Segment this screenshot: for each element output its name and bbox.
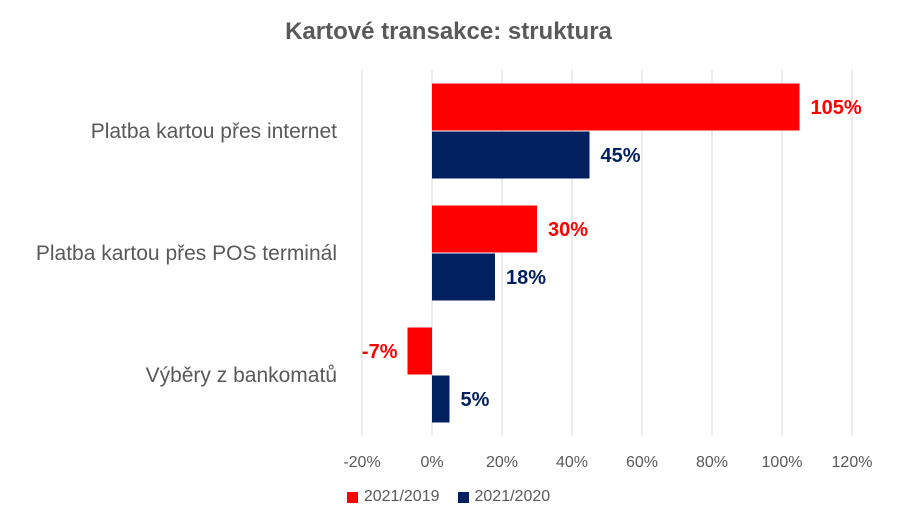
data-labels: 105% 45% 30% 18% -7% 5% <box>362 97 862 411</box>
data-label-series-1: -7% <box>362 341 398 363</box>
legend: 2021/2019 2021/2020 <box>0 488 897 506</box>
bars <box>407 83 800 423</box>
data-label-series-2: 5% <box>461 389 490 411</box>
data-label-series-1: 30% <box>548 219 588 241</box>
legend-item-series-1: 2021/2019 <box>346 488 440 506</box>
category-label: Výběry z bankomatů <box>146 364 337 387</box>
bar-series-2 <box>432 375 450 423</box>
legend-swatch-series-1 <box>346 491 358 503</box>
legend-item-series-2: 2021/2020 <box>457 488 551 506</box>
legend-swatch-series-2 <box>457 491 469 503</box>
chart-title: Kartové transakce: struktura <box>285 18 612 45</box>
data-label-series-1: 105% <box>811 97 862 119</box>
x-tick-label: 20% <box>486 454 518 471</box>
data-label-series-2: 45% <box>601 145 641 167</box>
x-tick-label: 120% <box>832 454 873 471</box>
x-tick-labels: -20% 0% 20% 40% 60% 80% 100% 120% <box>343 454 872 471</box>
bar-series-2 <box>432 253 495 301</box>
x-tick-label: 0% <box>420 454 443 471</box>
legend-label-series-2: 2021/2020 <box>474 488 551 505</box>
category-label: Platba kartou přes POS terminál <box>36 242 337 265</box>
gridlines <box>361 70 853 436</box>
bar-series-1 <box>432 205 537 253</box>
category-label: Platba kartou přes internet <box>91 120 337 143</box>
x-tick-label: -20% <box>343 454 380 471</box>
x-tick-label: 80% <box>696 454 728 471</box>
bar-series-1 <box>432 83 800 131</box>
data-label-series-2: 18% <box>506 267 546 289</box>
bar-series-2 <box>432 131 590 179</box>
category-labels: Platba kartou přes internet Platba kartou… <box>36 120 337 387</box>
x-tick-label: 60% <box>626 454 658 471</box>
x-tick-label: 100% <box>762 454 803 471</box>
bar-series-1 <box>407 327 432 375</box>
legend-label-series-1: 2021/2019 <box>363 488 440 505</box>
x-tick-label: 40% <box>556 454 588 471</box>
